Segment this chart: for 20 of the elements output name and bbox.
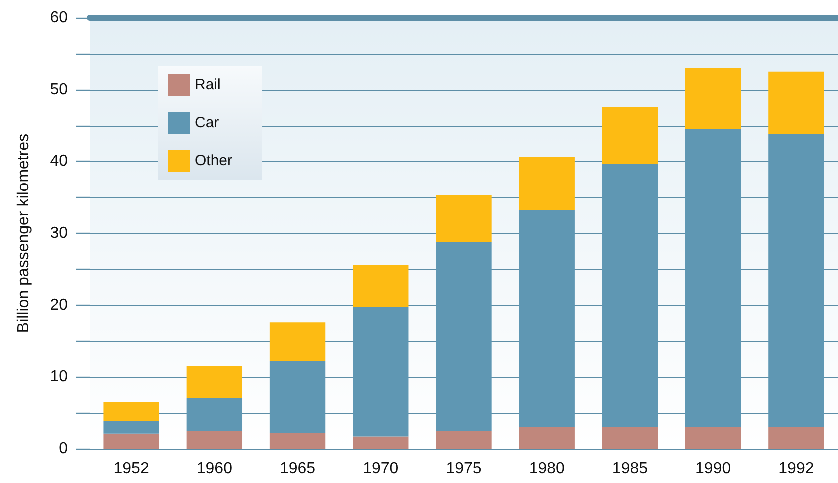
- x-tick-label: 1975: [446, 460, 482, 478]
- y-tick-label: 50: [50, 81, 68, 98]
- x-tick-label: 1970: [363, 460, 399, 478]
- y-tick-label: 40: [50, 153, 68, 170]
- legend-label: Rail: [195, 76, 221, 94]
- x-tick-label: 1980: [529, 460, 566, 478]
- legend-label: Other: [195, 152, 233, 170]
- x-tick-label: 1960: [196, 460, 233, 478]
- y-tick-label: 20: [50, 296, 68, 314]
- x-tick-label: 1992: [778, 460, 814, 478]
- y-axis-title: Billion passenger kilometres: [16, 134, 32, 334]
- x-tick-label: 1952: [114, 460, 150, 478]
- x-tick-label: 1990: [696, 460, 732, 478]
- x-tick-label: 1985: [612, 460, 648, 478]
- y-tick-label: 30: [50, 225, 68, 242]
- legend-label: Car: [195, 114, 220, 132]
- y-tick-label: 0: [59, 440, 68, 458]
- x-tick-label: 1965: [280, 460, 316, 478]
- y-tick-label: 10: [50, 368, 68, 386]
- y-tick-label: 60: [50, 10, 68, 26]
